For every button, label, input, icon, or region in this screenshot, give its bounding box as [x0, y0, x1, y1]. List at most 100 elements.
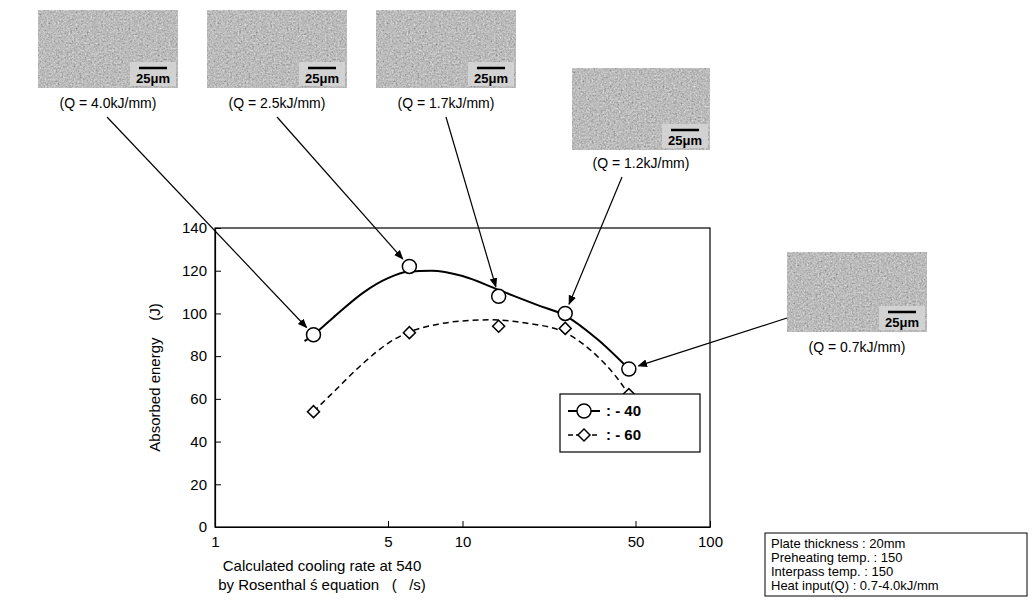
annotation-arrow — [638, 318, 787, 366]
x-axis-line — [216, 527, 711, 528]
y-tick: 20 — [190, 476, 221, 493]
micrograph: 25μm — [38, 10, 178, 88]
data-point — [402, 259, 416, 273]
y-tick-label: 60 — [190, 390, 207, 407]
annotation-arrow — [569, 177, 622, 304]
micrograph-image — [38, 10, 178, 88]
legend-label: : - 40 — [606, 402, 641, 419]
y-tick-mark — [215, 399, 221, 400]
chart: 1 5 10 50 100 0 20 40 60 80 100 120 140 Absorbed ener… — [0, 0, 1032, 602]
scale-bar — [888, 311, 916, 314]
micrograph-image — [787, 252, 927, 332]
x-tick-mark — [635, 521, 636, 527]
y-axis-line — [215, 229, 216, 528]
y-tick-mark — [215, 356, 221, 357]
annotation-arrow — [446, 117, 496, 287]
annotation-arrow — [107, 117, 307, 328]
info-box: Plate thickness : 20mmPreheating temp. :… — [765, 533, 1027, 596]
legend-label: : - 60 — [606, 426, 641, 443]
micrograph-image — [572, 68, 710, 150]
y-tick-label: 20 — [190, 476, 207, 493]
y-tick: 120 — [182, 262, 221, 279]
x-tick: 10 — [455, 521, 472, 550]
y-tick: 0 — [199, 518, 221, 535]
micrograph: 25μm — [207, 10, 347, 88]
data-point — [403, 327, 415, 339]
x-axis: 1 5 10 50 100 — [211, 521, 723, 550]
scale-bar-patch — [662, 124, 708, 148]
data-point — [558, 306, 572, 320]
micrograph: 25μm — [572, 68, 710, 150]
data-point — [493, 320, 505, 332]
x-tick: 100 — [698, 521, 723, 550]
scale-bar-label: 25μm — [668, 133, 702, 148]
info-line: Heat input(Q) : 0.7-4.0kJ/mm — [771, 578, 939, 593]
scale-bar-patch — [879, 306, 925, 330]
scale-bar-patch — [130, 62, 176, 86]
micrograph-label: (Q = 1.2kJ/mm) — [593, 155, 690, 171]
x-tick-label: 10 — [455, 533, 472, 550]
y-tick-label: 100 — [182, 305, 207, 322]
scale-bar — [671, 129, 699, 132]
legend: : - 40 : - 60 — [560, 394, 700, 452]
y-tick: 40 — [190, 433, 221, 450]
micrograph: 25μm — [376, 10, 516, 88]
x-tick: 5 — [384, 521, 392, 550]
x-tick-mark — [710, 521, 711, 527]
legend-box — [560, 394, 700, 452]
data-point — [306, 328, 320, 342]
y-tick-label: 140 — [182, 219, 207, 236]
y-tick-label: 40 — [190, 433, 207, 450]
x-tick: 50 — [628, 521, 645, 550]
scale-bar-label: 25μm — [885, 315, 919, 330]
fit-curve — [305, 271, 629, 369]
y-tick: 140 — [182, 219, 221, 236]
info-line: Preheating temp. : 150 — [771, 550, 903, 565]
data-point — [492, 289, 506, 303]
y-tick: 60 — [190, 390, 221, 407]
y-tick-label: 80 — [190, 347, 207, 364]
y-tick-mark — [215, 527, 221, 528]
data-point — [307, 406, 319, 418]
micrograph-label: (Q = 2.5kJ/mm) — [229, 95, 326, 111]
info-line: Plate thickness : 20mm — [771, 536, 905, 551]
info-frame — [765, 533, 1027, 596]
x-tick-label: 1 — [211, 533, 219, 550]
y-tick: 100 — [182, 305, 221, 322]
legend-marker — [577, 404, 591, 418]
scale-bar — [477, 67, 505, 70]
micrograph-label: (Q = 1.7kJ/mm) — [398, 95, 495, 111]
info-line: Interpass temp. : 150 — [771, 564, 893, 579]
y-tick-label: 120 — [182, 262, 207, 279]
micrograph-image — [207, 10, 347, 88]
micrograph-label: (Q = 0.7kJ/mm) — [809, 339, 906, 355]
scale-bar-label: 25μm — [136, 71, 170, 86]
scale-bar — [139, 67, 167, 70]
x-tick-mark — [388, 521, 389, 527]
y-tick-mark — [215, 228, 221, 229]
y-tick-mark — [215, 271, 221, 272]
data-point — [622, 362, 636, 376]
scale-bar-patch — [468, 62, 514, 86]
x-tick-label: 50 — [628, 533, 645, 550]
x-axis-title: Calculated cooling rate at 540 — [223, 557, 421, 574]
micrograph-image — [376, 10, 516, 88]
y-tick: 80 — [190, 347, 221, 364]
legend-marker — [578, 429, 590, 441]
scale-bar-label: 25μm — [305, 71, 339, 86]
x-tick-mark — [463, 521, 464, 527]
plot-frame — [215, 228, 710, 527]
x-tick-label: 100 — [698, 533, 723, 550]
scale-bar-label: 25μm — [474, 71, 508, 86]
y-axis: 0 20 40 60 80 100 120 140 — [182, 219, 221, 535]
scale-bar — [308, 67, 336, 70]
micrograph: 25μm — [787, 252, 927, 332]
annotation-arrow — [277, 117, 403, 259]
data-point — [559, 322, 571, 334]
y-tick-label: 0 — [199, 518, 207, 535]
y-axis-title: Absorbed energy (J) — [146, 303, 163, 451]
x-axis-title: by Rosenthal ś equation ( /s) — [218, 576, 426, 593]
micrograph-label: (Q = 4.0kJ/mm) — [60, 95, 157, 111]
y-tick-mark — [215, 442, 221, 443]
y-tick-mark — [215, 484, 221, 485]
